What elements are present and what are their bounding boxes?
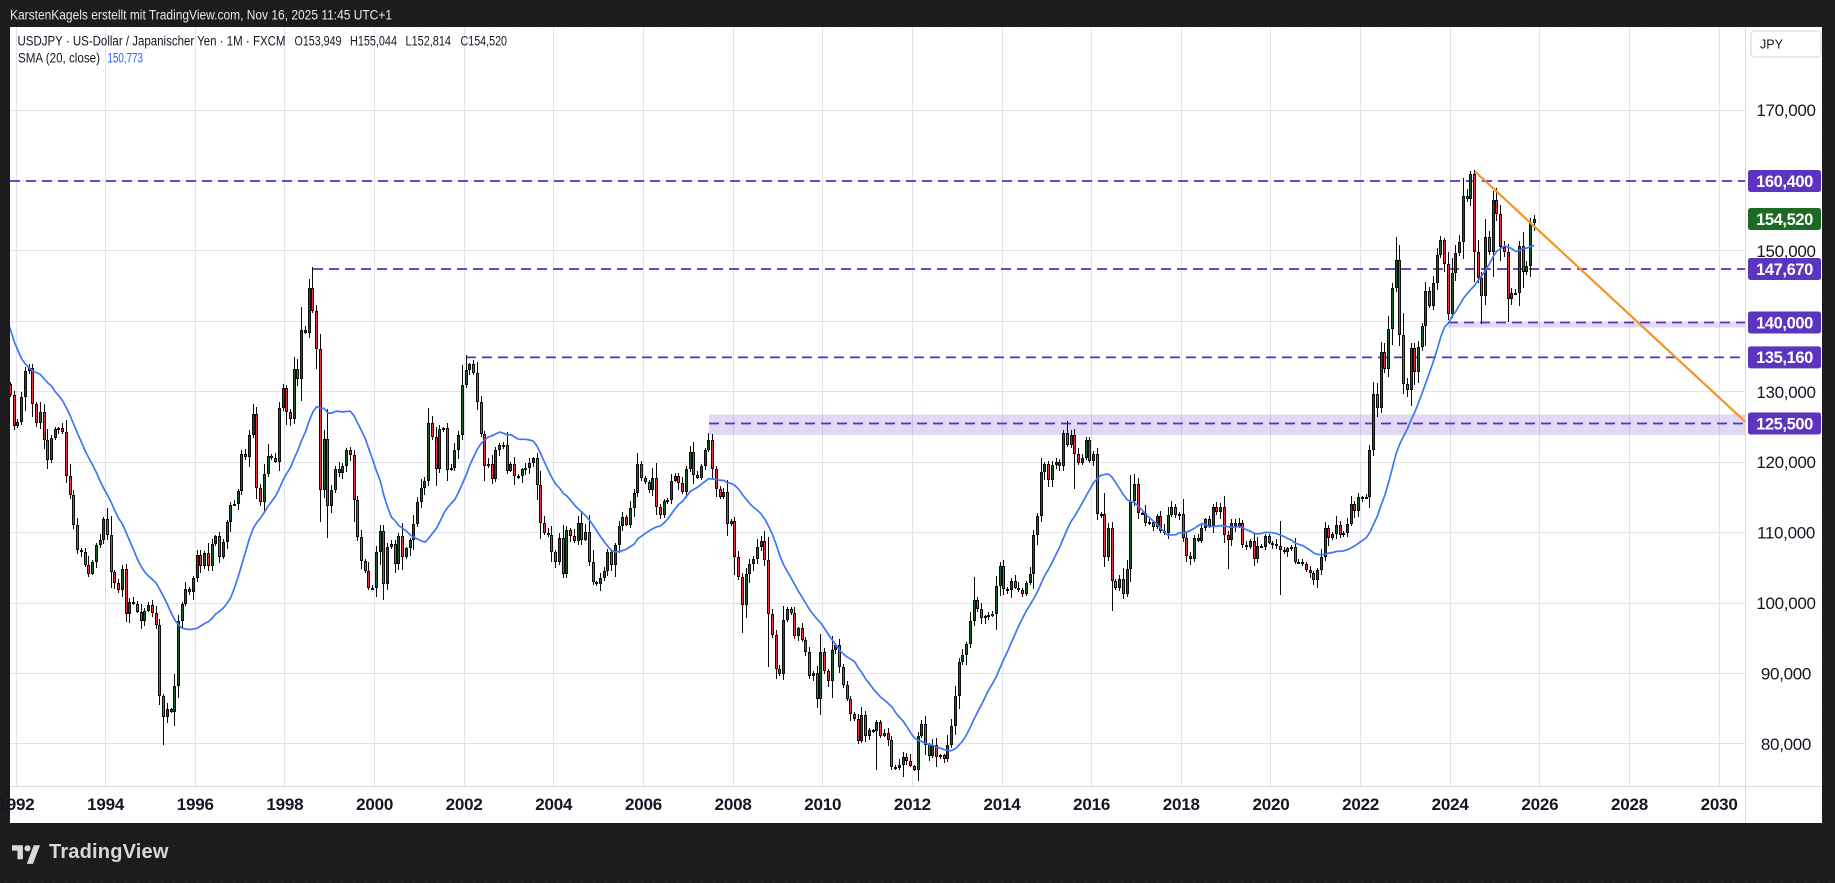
svg-text:120,000: 120,000 xyxy=(1756,453,1815,472)
svg-text:2020: 2020 xyxy=(1252,795,1289,814)
svg-text:O153,949: O153,949 xyxy=(295,34,342,49)
svg-text:160,400: 160,400 xyxy=(1756,173,1813,191)
svg-text:135,160: 135,160 xyxy=(1756,349,1813,367)
svg-text:2012: 2012 xyxy=(894,795,931,814)
svg-text:147,670: 147,670 xyxy=(1756,261,1813,279)
svg-text:USDJPY · US-Dollar / Japanisch: USDJPY · US-Dollar / Japanischer Yen · 1… xyxy=(18,34,286,49)
svg-text:1994: 1994 xyxy=(87,795,125,814)
svg-text:2018: 2018 xyxy=(1163,795,1200,814)
svg-text:154,520: 154,520 xyxy=(1756,211,1813,229)
svg-text:110,000: 110,000 xyxy=(1757,524,1815,543)
svg-text:125,500: 125,500 xyxy=(1756,415,1813,433)
svg-text:2030: 2030 xyxy=(1701,795,1738,814)
svg-text:C154,520: C154,520 xyxy=(461,34,508,49)
svg-text:JPY: JPY xyxy=(1760,38,1784,52)
svg-text:2004: 2004 xyxy=(535,795,573,814)
svg-text:SMA (20, close): SMA (20, close) xyxy=(18,51,100,66)
svg-text:150,773: 150,773 xyxy=(108,51,144,66)
svg-text:1996: 1996 xyxy=(177,795,214,814)
svg-text:H155,044: H155,044 xyxy=(350,34,397,49)
svg-text:90,000: 90,000 xyxy=(1761,665,1811,684)
svg-text:100,000: 100,000 xyxy=(1756,594,1815,613)
svg-text:80,000: 80,000 xyxy=(1761,735,1811,754)
svg-text:130,000: 130,000 xyxy=(1756,383,1815,402)
svg-text:2028: 2028 xyxy=(1611,795,1648,814)
svg-text:2006: 2006 xyxy=(625,795,662,814)
svg-text:1998: 1998 xyxy=(266,795,303,814)
svg-text:2008: 2008 xyxy=(715,795,752,814)
svg-text:140,000: 140,000 xyxy=(1756,314,1813,332)
svg-text:150,000: 150,000 xyxy=(1756,242,1815,261)
svg-text:2024: 2024 xyxy=(1432,795,1470,814)
svg-text:2026: 2026 xyxy=(1521,795,1558,814)
svg-text:2002: 2002 xyxy=(446,795,483,814)
svg-text:170,000: 170,000 xyxy=(1756,101,1815,120)
svg-text:2016: 2016 xyxy=(1073,795,1110,814)
svg-text:KarstenKagels erstellt mit Tra: KarstenKagels erstellt mit TradingView.c… xyxy=(10,8,392,23)
svg-text:2010: 2010 xyxy=(804,795,841,814)
svg-text:2000: 2000 xyxy=(356,795,393,814)
svg-text:1992: 1992 xyxy=(0,795,35,814)
svg-text:2022: 2022 xyxy=(1342,795,1379,814)
svg-text:L152,814: L152,814 xyxy=(406,34,452,49)
svg-text:2014: 2014 xyxy=(983,795,1021,814)
